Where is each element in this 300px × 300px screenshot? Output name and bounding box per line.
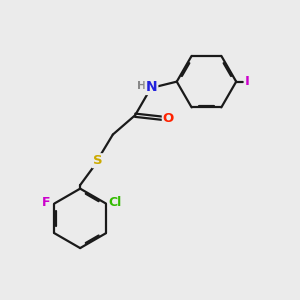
Text: Cl: Cl [109,196,122,208]
Text: O: O [163,112,174,125]
Text: N: N [146,80,157,94]
Text: F: F [42,196,50,208]
Text: I: I [245,75,250,88]
Text: H: H [137,81,147,92]
Text: S: S [93,154,102,167]
